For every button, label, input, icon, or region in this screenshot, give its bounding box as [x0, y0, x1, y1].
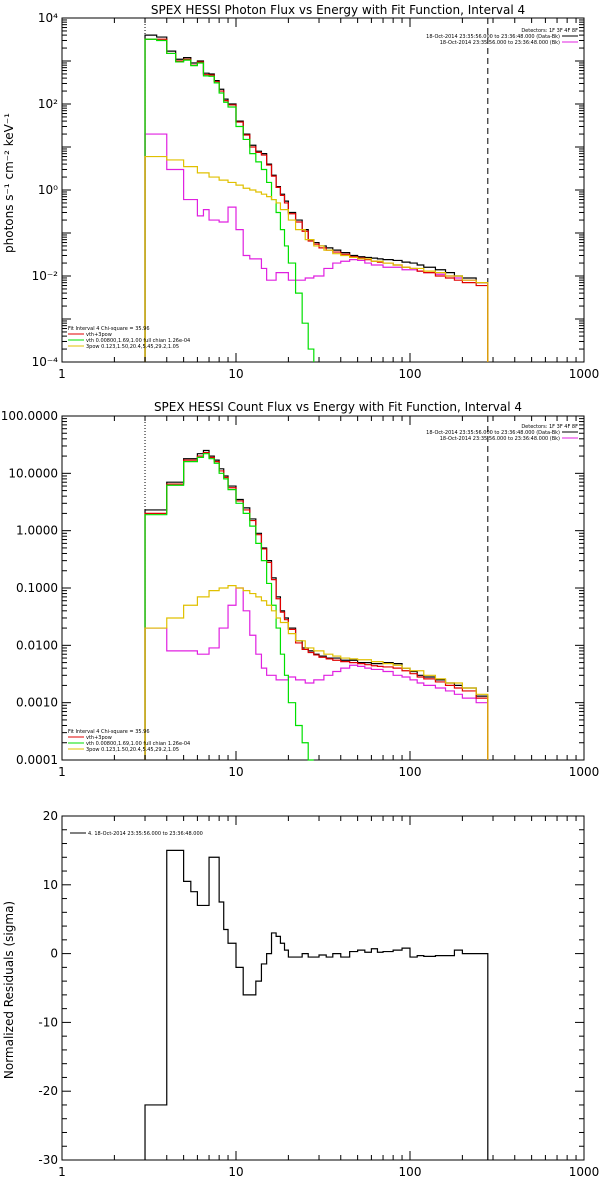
residuals-panel: Normalized Residuals (sigma) 1 10 100 1000-… — [2, 809, 599, 1179]
series-vth-3pow — [144, 451, 489, 760]
x-tick-label: 10 — [228, 1165, 243, 1179]
y-tick-label: 10⁴ — [38, 11, 58, 25]
legend-3pow: 3pow 0.123,1.50,20.4,5.45,29.2,1.05 — [86, 747, 179, 753]
x-tick-label: 1000 — [569, 1165, 600, 1179]
y-tick-label: 1.0000 — [16, 524, 58, 538]
panel1-title: SPEX HESSI Photon Flux vs Energy with Fi… — [151, 3, 525, 17]
x-tick-label: 10 — [228, 367, 243, 381]
y-tick-label: 10.0000 — [8, 466, 58, 480]
legend-vth: vth 0.00800,1.69,1.00 full chian 1.26e-0… — [86, 741, 190, 747]
x-tick-label: 1000 — [569, 765, 600, 779]
series-vth — [144, 453, 314, 761]
series-data-bk — [144, 34, 489, 362]
panel1-frame — [61, 17, 585, 363]
y-tick-label: -10 — [38, 1015, 58, 1029]
panel3-ylabel: Normalized Residuals (sigma) — [2, 901, 16, 1079]
y-tick-label: -30 — [38, 1153, 58, 1167]
x-tick-label: 1 — [58, 1165, 66, 1179]
legend-sum: vth+3pow — [86, 332, 112, 338]
x-tick-label: 1 — [58, 765, 66, 779]
y-tick-label: 0.1000 — [16, 581, 58, 595]
y-tick-label: 100.0000 — [1, 409, 58, 423]
series-bk — [144, 133, 489, 362]
legend-bk: 18-Oct-2014 23:35:56.000 to 23:36:48.000… — [440, 436, 560, 442]
legend-fit-interval: Fit Interval 4 Chi-square = 35.96 — [68, 729, 150, 735]
series-vth-3pow — [144, 38, 489, 362]
series-bk — [144, 587, 489, 760]
legend-detectors: Detectors: 1F 3F 4F 8F — [521, 28, 578, 34]
panel2-frame — [61, 415, 585, 761]
photon-flux-panel: SPEX HESSI Photon Flux vs Energy with Fi… — [2, 3, 599, 381]
series-3pow — [144, 155, 489, 362]
y-tick-label: 10⁻⁴ — [32, 355, 59, 369]
panel2-title: SPEX HESSI Count Flux vs Energy with Fit… — [154, 400, 522, 414]
y-tick-label: 10⁻² — [32, 269, 59, 283]
y-tick-label: 10 — [43, 878, 58, 892]
y-tick-label: 10⁰ — [38, 183, 58, 197]
legend-residual: 4. 18-Oct-2014 23:35:56.000 to 23:36:48.… — [88, 831, 203, 837]
panel3-frame — [61, 815, 585, 1161]
x-tick-label: 1 — [58, 367, 66, 381]
legend-vth: vth 0.00800,1.69,1.00 full chian 1.26e-0… — [86, 338, 190, 344]
series-3pow — [144, 585, 489, 760]
legend-detectors: Detectors: 1F 3F 4F 8F — [521, 424, 578, 430]
y-tick-label: 0.0100 — [16, 638, 58, 652]
panel1-legend-bottomleft: Fit Interval 4 Chi-square = 35.96 vth+3p… — [68, 326, 190, 350]
x-tick-label: 1000 — [569, 367, 600, 381]
y-tick-label: -20 — [38, 1084, 58, 1098]
y-tick-label: 0.0010 — [16, 696, 58, 710]
count-flux-panel: SPEX HESSI Count Flux vs Energy with Fit… — [1, 400, 600, 779]
y-tick-label: 20 — [43, 809, 58, 823]
legend-data-bk: 18-Oct-2014 23:35:56.000 to 23:36:48.000… — [426, 34, 560, 40]
series-vth — [144, 38, 315, 362]
x-tick-label: 10 — [228, 765, 243, 779]
panel2-legend-bottomleft: Fit Interval 4 Chi-square = 35.96 vth+3p… — [68, 729, 190, 753]
legend-fit-interval: Fit Interval 4 Chi-square = 35.96 — [68, 326, 150, 332]
y-tick-label: 0.0001 — [16, 753, 58, 767]
legend-bk: 18-Oct-2014 23:35:56.000 to 23:36:48.000… — [440, 40, 560, 46]
x-tick-label: 100 — [399, 1165, 422, 1179]
panel1-ylabel: photons s⁻¹ cm⁻² keV⁻¹ — [2, 113, 16, 253]
series-4-18-oct-2014-23-35-56-000-to-23-36-48-000 — [144, 849, 489, 1160]
legend-sum: vth+3pow — [86, 735, 112, 741]
x-tick-label: 100 — [399, 367, 422, 381]
y-tick-label: 0 — [50, 947, 58, 961]
panel1-legend-topright: Detectors: 1F 3F 4F 8F 18-Oct-2014 23:35… — [426, 28, 578, 46]
panel2-legend-topright: Detectors: 1F 3F 4F 8F 18-Oct-2014 23:35… — [426, 424, 578, 442]
y-tick-label: 10² — [38, 97, 58, 111]
x-tick-label: 100 — [399, 765, 422, 779]
legend-data-bk: 18-Oct-2014 23:35:56.000 to 23:36:48.000… — [426, 430, 560, 436]
legend-3pow: 3pow 0.123,1.50,20.4,5.45,29.2,1.05 — [86, 344, 179, 350]
panel3-legend-topleft: 4. 18-Oct-2014 23:35:56.000 to 23:36:48.… — [70, 831, 203, 837]
